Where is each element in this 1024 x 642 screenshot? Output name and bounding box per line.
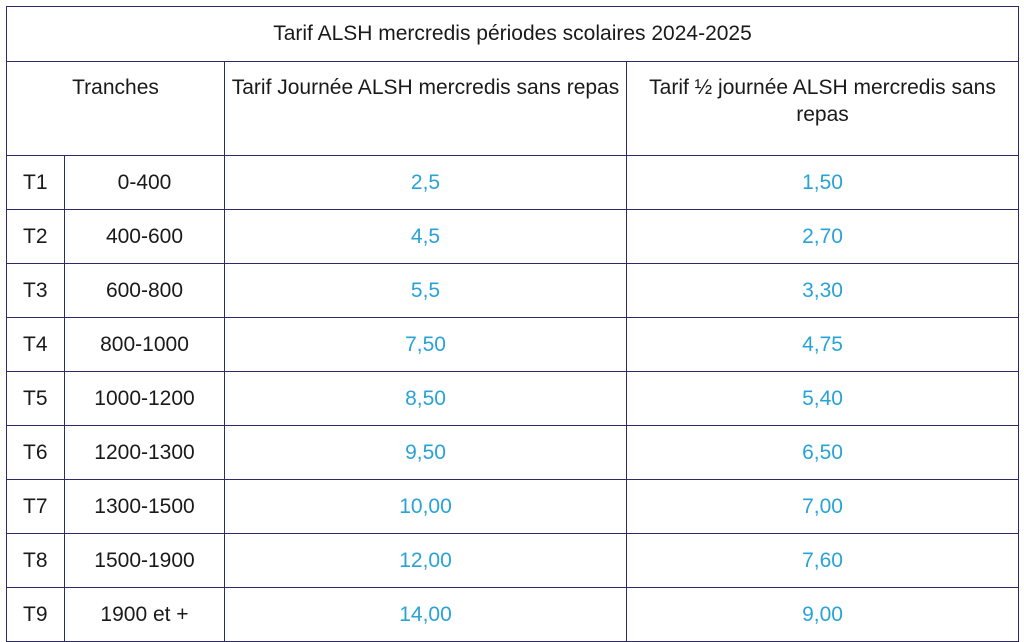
header-demi-journee: Tarif ½ journée ALSH mercredis sans repa… (625, 61, 1020, 156)
tranche-range: 1900 et + (64, 587, 225, 642)
title-row: Tarif ALSH mercredis périodes scolaires … (5, 6, 1020, 62)
tranche-range: 1300-1500 (64, 479, 225, 534)
tranche-range: 1000-1200 (64, 371, 225, 426)
table-row: T4 800-1000 7,50 4,75 (6, 317, 1020, 372)
tranche-code: T1 (6, 155, 65, 210)
tarif-journee-value: 14,00 (224, 587, 627, 642)
tranche-code: T7 (6, 479, 65, 534)
tranche-code: T4 (6, 317, 65, 372)
tranche-range: 1200-1300 (64, 425, 225, 480)
tarif-demi-journee-value: 7,60 (625, 533, 1020, 588)
tranche-range: 400-600 (64, 209, 225, 264)
tarif-demi-journee-value: 1,50 (625, 155, 1020, 210)
table-row: T8 1500-1900 12,00 7,60 (6, 533, 1020, 588)
table-row: T1 0-400 2,5 1,50 (6, 155, 1020, 210)
tranche-range: 0-400 (64, 155, 225, 210)
tarif-journee-value: 8,50 (224, 371, 627, 426)
table-title: Tarif ALSH mercredis périodes scolaires … (5, 6, 1020, 62)
tarif-journee-value: 7,50 (224, 317, 627, 372)
tranche-code: T9 (6, 587, 65, 642)
tarif-demi-journee-value: 7,00 (625, 479, 1020, 534)
table-row: T6 1200-1300 9,50 6,50 (6, 425, 1020, 480)
tarif-journee-value: 12,00 (224, 533, 627, 588)
tarif-journee-value: 4,5 (224, 209, 627, 264)
table-row: T5 1000-1200 8,50 5,40 (6, 371, 1020, 426)
table-row: T7 1300-1500 10,00 7,00 (6, 479, 1020, 534)
table-row: T2 400-600 4,5 2,70 (6, 209, 1020, 264)
tranche-code: T5 (6, 371, 65, 426)
tarif-table: Tarif ALSH mercredis périodes scolaires … (5, 6, 1020, 642)
header-tranches: Tranches (6, 61, 225, 156)
tarif-demi-journee-value: 4,75 (625, 317, 1020, 372)
tranche-range: 800-1000 (64, 317, 225, 372)
tarif-demi-journee-value: 3,30 (625, 263, 1020, 318)
tarif-journee-value: 5,5 (224, 263, 627, 318)
tarif-journee-value: 10,00 (224, 479, 627, 534)
tranche-range: 1500-1900 (64, 533, 225, 588)
tarif-journee-value: 2,5 (224, 155, 627, 210)
tarif-demi-journee-value: 6,50 (625, 425, 1020, 480)
table-row: T3 600-800 5,5 3,30 (6, 263, 1020, 318)
tarif-demi-journee-value: 2,70 (625, 209, 1020, 264)
tarif-demi-journee-value: 9,00 (625, 587, 1020, 642)
tranche-range: 600-800 (64, 263, 225, 318)
header-row: Tranches Tarif Journée ALSH mercredis sa… (6, 61, 1020, 156)
header-journee: Tarif Journée ALSH mercredis sans repas (224, 61, 627, 156)
tranche-code: T6 (6, 425, 65, 480)
tarif-journee-value: 9,50 (224, 425, 627, 480)
tranche-code: T3 (6, 263, 65, 318)
tranche-code: T2 (6, 209, 65, 264)
tarif-demi-journee-value: 5,40 (625, 371, 1020, 426)
table-row: T9 1900 et + 14,00 9,00 (6, 587, 1020, 642)
tranche-code: T8 (6, 533, 65, 588)
